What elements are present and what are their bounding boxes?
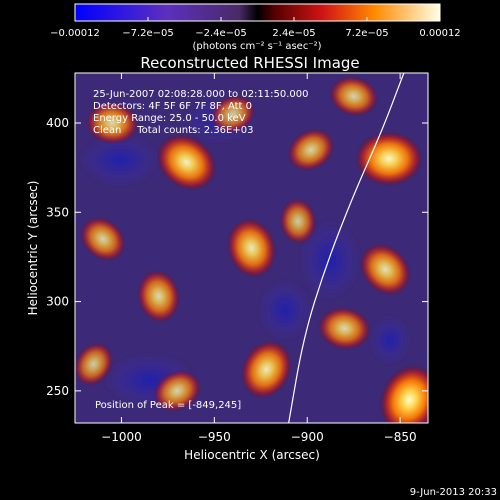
cool-patch [80,134,160,186]
colorbar-tick-label: 2.4e−05 [272,28,315,39]
emission-blob [226,217,277,279]
colorbar-tick-label: −0.00012 [50,28,100,39]
emission-blobs [75,75,428,423]
colorbar-unit-label: (photons cm⁻² s⁻¹ asec⁻²) [192,41,321,52]
plot-frame [74,72,429,424]
emission-blob [136,269,181,323]
annotation-clean-counts: Clean Total counts: 2.36E+03 [93,125,253,136]
annotation-time-range: 25-Jun-2007 02:08:28.000 to 02:11:50.000 [93,89,309,100]
cool-patch [259,280,311,340]
emission-blob [210,94,256,134]
colorbar [74,3,441,22]
emission-blob [359,243,412,296]
solar-limb-curve [288,73,405,423]
footer-timestamp: 9-Jun-2013 20:33 [410,487,497,498]
emission-blob [328,75,379,117]
x-tick-label: −850 [384,430,417,444]
y-tick-label: 250 [46,384,69,398]
peak-position-label: Position of Peak = [-849,245] [95,400,241,411]
emission-blob [153,369,202,412]
colorbar-tick-label: 7.2e−05 [345,28,388,39]
colorbar-tick-label: 0.00012 [419,28,460,39]
y-tick-label: 350 [46,205,69,219]
emission-blob [85,101,139,145]
annotation-energy-range: Energy Range: 25.0 - 50.0 keV [93,113,246,124]
emission-blob [75,342,114,387]
image-plot: 25-Jun-2007 02:08:28.000 to 02:11:50.000… [75,73,428,423]
emission-blob [287,128,335,172]
emission-blob [317,306,372,351]
colorbar-ticks: −0.00012 −7.2e−05 −2.4e−05 2.4e−05 7.2e−05 0.… [50,17,461,39]
x-axis-label: Heliocentric X (arcsec) [184,448,320,462]
x-tick-label: −950 [198,430,231,444]
x-tick-label: −900 [291,430,324,444]
emission-blob [279,198,317,245]
axis-ticks: −1000 −950 −900 −850 250 300 350 400 [46,73,428,444]
chart-title: Reconstructed RHESSI Image [140,54,359,72]
emission-blob [240,339,293,399]
cool-patch [300,220,360,300]
y-tick-label: 400 [46,116,69,130]
emission-blob [354,131,424,187]
colorbar-tick-label: −7.2e−05 [122,28,174,39]
emission-blob [156,133,217,191]
emission-blob [79,216,126,262]
y-axis-label: Heliocentric Y (arcsec) [26,181,40,316]
y-tick-label: 300 [46,295,69,309]
cool-patch [370,316,410,364]
annotation-detectors: Detectors: 4F 5F 6F 7F 8F, Att 0 [93,101,252,112]
x-tick-label: −1000 [101,430,142,444]
colorbar-tick-label: −2.4e−05 [195,28,247,39]
emission-blob [379,364,428,423]
